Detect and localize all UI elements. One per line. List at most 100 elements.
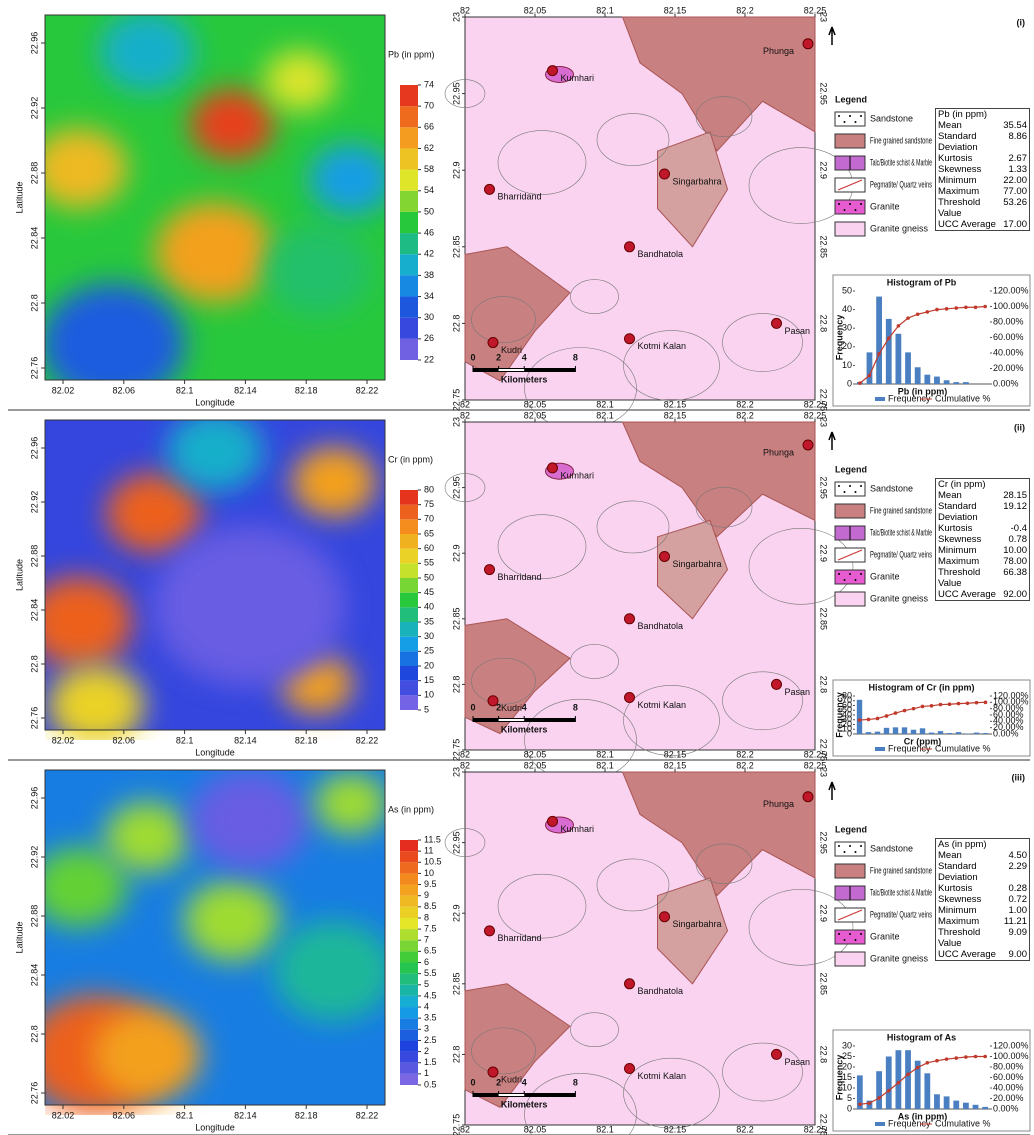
map-y-tick-label: 22.85 xyxy=(819,236,829,259)
hist-bar xyxy=(920,728,925,734)
colorbar-title: Cr (in ppm) xyxy=(388,454,433,464)
stats-value: 11.21 xyxy=(1002,916,1030,927)
stats-label: Maximum xyxy=(936,556,1002,567)
colorbar-band xyxy=(400,607,418,622)
colorbar-tick-label: 15 xyxy=(424,675,434,685)
legend-label: Granite xyxy=(870,201,900,211)
legend-label: Pegmatite/ Quartz veins xyxy=(870,179,932,189)
stats-label: Kurtosis xyxy=(936,523,1002,534)
heatmap-blob xyxy=(184,881,280,961)
place-marker xyxy=(485,565,495,575)
x-tick-label: 82.14 xyxy=(234,1110,257,1120)
map-y-tick-label: 22.95 xyxy=(819,476,829,499)
place-name: Kudri xyxy=(501,703,522,713)
x-tick-label: 82.02 xyxy=(52,1110,75,1120)
hist-y-tick-label: 50 xyxy=(842,285,852,295)
heatmap-blob xyxy=(93,1010,201,1100)
heatmap xyxy=(31,12,393,404)
map-x-tick-label: 82.15 xyxy=(664,410,687,420)
colorbar-band xyxy=(400,695,418,710)
map-y-tick-label: 22.95 xyxy=(451,82,461,105)
hist-y2-tick-label: 20.00% xyxy=(993,363,1024,373)
y-tick-label: 22.88 xyxy=(29,545,39,568)
colorbar-tick-label: 3 xyxy=(424,1024,429,1034)
colorbar-band xyxy=(400,593,418,608)
north-arrow xyxy=(829,782,835,800)
hist-bar xyxy=(953,382,959,384)
stats-label: Mean xyxy=(936,120,1002,131)
colorbar-tick-label: 1 xyxy=(424,1068,429,1078)
heatmap-blob xyxy=(153,526,345,686)
colorbar-tick-label: 2.5 xyxy=(424,1035,437,1045)
map-x-tick-label: 82.1 xyxy=(596,749,614,759)
map-y-tick-label: 22.8 xyxy=(451,676,461,694)
scale-tick-label: 4 xyxy=(522,702,527,712)
x-tick-label: 82.14 xyxy=(234,735,257,745)
stats-value: 9.00 xyxy=(1002,949,1030,961)
colorbar-tick-label: 80 xyxy=(424,484,434,494)
colorbar-tick-label: 50 xyxy=(424,206,434,216)
heatmap-blob xyxy=(190,90,274,160)
heatmap-blob xyxy=(167,411,263,491)
swatch-dot xyxy=(860,573,862,575)
place-marker xyxy=(772,679,782,689)
hist-legend-label: Cumulative % xyxy=(935,743,991,753)
hist-bar xyxy=(886,1057,892,1110)
colorbar-band xyxy=(400,918,418,929)
colorbar-band xyxy=(400,896,418,907)
colorbar-band xyxy=(400,651,418,666)
colorbar-title: Pb (in ppm) xyxy=(388,49,435,59)
cumulative-marker xyxy=(877,352,881,356)
heatmap-blob xyxy=(25,577,133,667)
map-y-tick-label: 22.95 xyxy=(451,476,461,499)
stats-label: Maximum xyxy=(936,186,1002,197)
colorbar-tick-label: 42 xyxy=(424,249,434,259)
cumulative-marker xyxy=(945,307,949,311)
heatmap-blob xyxy=(309,144,393,214)
y-tick-label: 22.96 xyxy=(29,32,39,55)
colorbar-band xyxy=(400,666,418,681)
place-marker xyxy=(488,338,498,348)
place-marker xyxy=(485,926,495,936)
colorbar-tick-label: 62 xyxy=(424,143,434,153)
stats-label: Minimum xyxy=(936,175,1002,186)
stats-value: 2.29 xyxy=(1002,861,1030,883)
colorbar-tick-label: 7 xyxy=(424,935,429,945)
hist-bar xyxy=(875,732,880,734)
legend-label: Sandstone xyxy=(870,483,913,493)
place-marker xyxy=(772,318,782,328)
heatmap-blob xyxy=(264,51,336,111)
place-marker xyxy=(772,1049,782,1059)
x-tick-label: 82.1 xyxy=(176,735,194,745)
place-marker xyxy=(660,169,670,179)
colorbar-band xyxy=(400,297,418,318)
stats-label: Standard Deviation xyxy=(936,501,1002,523)
place-marker xyxy=(625,1064,635,1074)
legend-label: Fine grained sandstone xyxy=(870,865,932,875)
stats-label: Skewness xyxy=(936,534,1002,545)
colorbar-tick-label: 26 xyxy=(424,333,434,343)
cumulative-marker xyxy=(916,312,920,316)
hist-bar xyxy=(944,1096,950,1109)
stats-value: 1.00 xyxy=(1002,905,1030,916)
stats-value: 92.00 xyxy=(1001,589,1029,601)
colorbar-tick-label: 34 xyxy=(424,291,434,301)
map-x-tick-label: 82.15 xyxy=(664,1124,687,1134)
hist-y2-tick-label: 20.00% xyxy=(993,1093,1024,1103)
colorbar-band xyxy=(400,191,418,212)
y-tick-label: 22.88 xyxy=(29,905,39,928)
cumulative-marker xyxy=(935,308,939,312)
y-tick-label: 22.96 xyxy=(29,437,39,460)
map-y-tick-label: 22.85 xyxy=(819,973,829,996)
cumulative-marker xyxy=(887,336,891,340)
hist-y2-tick-label: 100.00% xyxy=(993,301,1029,311)
map-y-tick-label: 23 xyxy=(819,12,829,22)
hist-bar xyxy=(867,352,873,384)
stats-table: Cr (in ppm)Mean28.15Standard Deviation19… xyxy=(935,478,1030,601)
map-x-tick-label: 82.1 xyxy=(596,760,614,770)
colorbar-band xyxy=(400,339,418,360)
colorbar-band xyxy=(400,519,418,534)
stats-label: Minimum xyxy=(936,545,1002,556)
swatch-dot xyxy=(855,209,857,211)
swatch-dot xyxy=(844,491,846,493)
